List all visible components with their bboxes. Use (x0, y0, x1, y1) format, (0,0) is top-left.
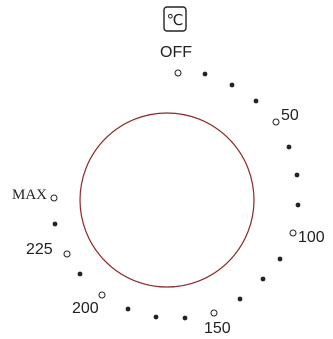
tick-dot (237, 296, 243, 302)
tick-dot (286, 144, 292, 150)
marker-50 (272, 118, 280, 126)
unit-symbol: ℃ (167, 11, 184, 29)
label-50: 50 (281, 107, 299, 124)
tick-dot (253, 98, 259, 104)
label-max: MAX (12, 187, 47, 203)
marker-off (174, 69, 182, 77)
label-150: 150 (204, 320, 231, 337)
celsius-icon: ℃ (163, 6, 187, 32)
tick-dot (229, 82, 235, 88)
tick-dot (153, 314, 159, 320)
tick-dot (182, 315, 188, 321)
label-225: 225 (26, 241, 53, 258)
label-200: 200 (72, 300, 99, 317)
tick-dot (277, 256, 283, 262)
tick-dot (260, 276, 266, 282)
tick-dot (294, 172, 300, 178)
marker-100 (289, 229, 297, 237)
knob-circle (79, 112, 255, 288)
marker-200 (98, 291, 106, 299)
tick-dot (52, 221, 58, 227)
tick-dot (202, 71, 208, 77)
marker-max (50, 194, 58, 202)
tick-dot (125, 306, 131, 312)
label-100: 100 (298, 229, 325, 246)
tick-dot (295, 202, 301, 208)
label-off: OFF (160, 44, 192, 61)
marker-225 (63, 250, 71, 258)
tick-dot (77, 271, 83, 277)
marker-150 (210, 309, 218, 317)
